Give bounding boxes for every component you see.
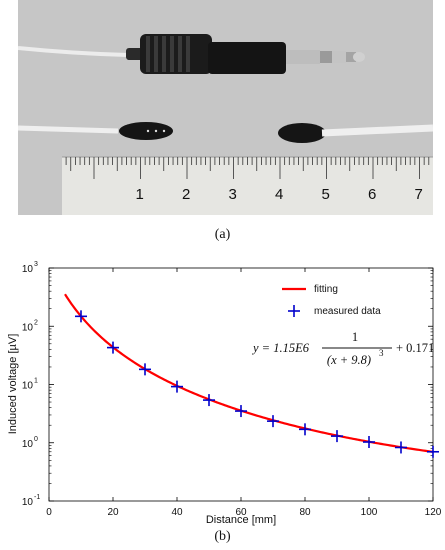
ruler-number: 7: [415, 186, 423, 203]
fit-equation: y = 1.15E6 1 (x + 9.8) 3 + 0.171: [251, 330, 434, 367]
left-probe-cable: [18, 125, 119, 134]
x-tick-label: 80: [299, 507, 311, 518]
y-tick-label: 10: [22, 264, 34, 275]
jack-cable: [18, 46, 129, 57]
measured-data-point: [235, 405, 247, 418]
y-tick-label: 10: [22, 381, 34, 392]
right-probe-cable: [321, 124, 433, 137]
ruler-number: 4: [275, 186, 283, 203]
measured-data-point: [267, 415, 279, 428]
ruler: 1 2 3 4 5 6 7: [62, 156, 433, 215]
ruler-number: 2: [182, 186, 190, 203]
ruler-number: 3: [229, 186, 237, 203]
legend-measured-label: measured data: [314, 306, 381, 317]
y-tick-exponent: 1: [34, 378, 38, 385]
measured-data-point: [331, 430, 343, 443]
equation-tail: + 0.171: [396, 341, 434, 355]
caption-a: (a): [214, 227, 231, 242]
measured-data-point: [363, 436, 375, 449]
x-axis-label: Distance [mm]: [206, 514, 276, 526]
plot-area: [48, 267, 434, 502]
measured-data-point: [299, 423, 311, 436]
x-tick-label: 0: [46, 507, 52, 518]
y-tick-label: 10: [22, 439, 34, 450]
right-probe-tip: [278, 123, 326, 143]
measured-data-point: [395, 441, 407, 454]
y-tick-exponent: 2: [34, 319, 38, 326]
x-axis: 0 20 40 60 80 100 120: [46, 268, 442, 518]
ruler-number: 1: [136, 186, 144, 203]
legend-fitting-label: fitting: [314, 284, 338, 295]
x-tick-label: 20: [107, 507, 119, 518]
x-tick-label: 60: [235, 507, 247, 518]
ruler-number: 5: [322, 186, 330, 203]
x-tick-label: 120: [425, 507, 442, 518]
caption-b: (b): [214, 529, 231, 544]
measured-data-point: [75, 310, 87, 323]
equation-denominator: (x + 9.8): [327, 353, 371, 367]
measured-data-point: [427, 445, 439, 458]
audio-jack-plug: [126, 34, 365, 74]
y-tick-label: 10: [22, 497, 34, 508]
y-tick-exponent: 3: [34, 261, 38, 268]
y-tick-exponent: 0: [34, 436, 38, 443]
measured-data-point: [107, 341, 119, 354]
legend: fitting measured data: [282, 284, 381, 317]
equation-exponent: 3: [379, 348, 384, 358]
photo-panel: 1 2 3 4 5 6 7: [18, 0, 433, 215]
measured-data-point: [139, 363, 151, 376]
legend-measured-swatch: [288, 305, 300, 317]
left-probe-tip: [119, 122, 173, 140]
y-axis-label: Induced voltage [µV]: [7, 334, 19, 435]
measured-data-point: [171, 380, 183, 393]
equation-lhs: y = 1.15E6: [251, 341, 310, 355]
equation-numerator: 1: [352, 330, 358, 344]
ruler-number: 6: [368, 186, 376, 203]
y-tick-label: 10: [22, 322, 34, 333]
x-tick-label: 40: [171, 507, 183, 518]
x-tick-label: 100: [361, 507, 378, 518]
measured-data-markers: [75, 310, 439, 458]
measured-data-point: [203, 394, 215, 407]
y-tick-exponent: -1: [34, 494, 40, 501]
